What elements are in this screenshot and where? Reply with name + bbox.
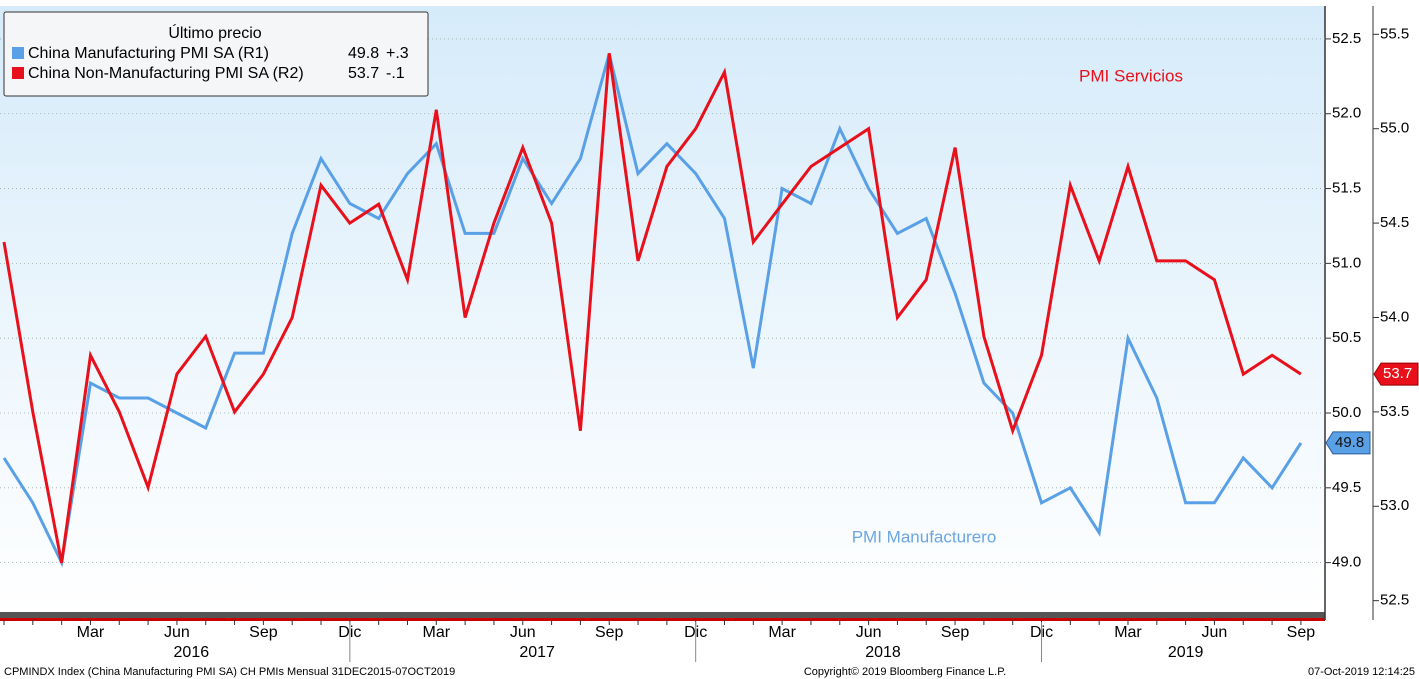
annotation: PMI Manufacturero	[852, 527, 997, 546]
footer-source: CPMINDX Index (China Manufacturing PMI S…	[4, 666, 455, 678]
last-value-tag	[1325, 431, 1371, 455]
x-tick-label: Sep	[941, 624, 970, 641]
series-line	[2, 53, 1303, 568]
x-tick-label: Jun	[1202, 624, 1228, 641]
y2-tick-label: 54.0	[1380, 308, 1409, 325]
x-tick-label: Mar	[77, 624, 105, 641]
y2-tick-label: 55.0	[1380, 120, 1409, 137]
x-tick-label: Mar	[768, 624, 796, 641]
legend-title: Último precio	[168, 23, 261, 42]
last-value-label: 53.7	[1383, 365, 1412, 382]
footer-copyright: Copyright© 2019 Bloomberg Finance L.P.	[804, 666, 1006, 678]
x-year-label: 2016	[174, 644, 210, 661]
y-tick-label: 52.0	[1332, 105, 1361, 122]
footer-date: 07-Oct-2019 12:14:25	[1308, 666, 1415, 678]
plot-area	[0, 6, 1325, 612]
y-tick-label: 50.0	[1332, 404, 1361, 421]
x-year-label: 2019	[1168, 644, 1204, 661]
legend-label: China Manufacturing PMI SA (R1)	[28, 45, 269, 62]
legend-change: +.3	[386, 45, 409, 62]
last-value-label: 49.8	[1335, 434, 1364, 451]
x-tick-label: Mar	[423, 624, 451, 641]
x-tick-label: Sep	[595, 624, 624, 641]
series-line	[2, 52, 1302, 564]
x-tick-label: Jun	[510, 624, 536, 641]
y-tick-label: 52.5	[1332, 30, 1361, 47]
legend-price: 49.8	[348, 45, 379, 62]
y2-tick-label: 52.5	[1380, 592, 1409, 609]
legend-label: China Non-Manufacturing PMI SA (R2)	[28, 65, 304, 82]
x-year-label: 2018	[865, 644, 901, 661]
x-tick-label: Sep	[1287, 624, 1316, 641]
x-tick-label: Jun	[856, 624, 882, 641]
y-tick-label: 51.0	[1332, 254, 1361, 271]
legend-price: 53.7	[348, 65, 379, 82]
legend-change: -.1	[386, 65, 405, 82]
y2-tick-label: 53.5	[1380, 403, 1409, 420]
y2-tick-label: 54.5	[1380, 214, 1409, 231]
y-tick-label: 50.5	[1332, 329, 1361, 346]
x-year-label: 2017	[519, 644, 555, 661]
y2-tick-label: 53.0	[1380, 497, 1409, 514]
x-tick-label: Jun	[164, 624, 190, 641]
legend: Último precio China Manufacturing PMI SA…	[3, 11, 429, 97]
y-tick-label: 49.5	[1332, 479, 1361, 496]
annotation: PMI Servicios	[1079, 66, 1183, 85]
y-tick-label: 49.0	[1332, 554, 1361, 571]
x-tick-label: Sep	[249, 624, 278, 641]
x-tick-label: Mar	[1114, 624, 1142, 641]
legend-swatch	[12, 67, 24, 79]
axis-band-accent	[0, 618, 1325, 621]
y-tick-label: 51.5	[1332, 180, 1361, 197]
legend-swatch	[12, 47, 24, 59]
legend-box	[3, 11, 429, 97]
y2-tick-label: 55.5	[1380, 25, 1409, 42]
last-value-tag	[1373, 362, 1419, 386]
axis-band	[0, 612, 1325, 620]
